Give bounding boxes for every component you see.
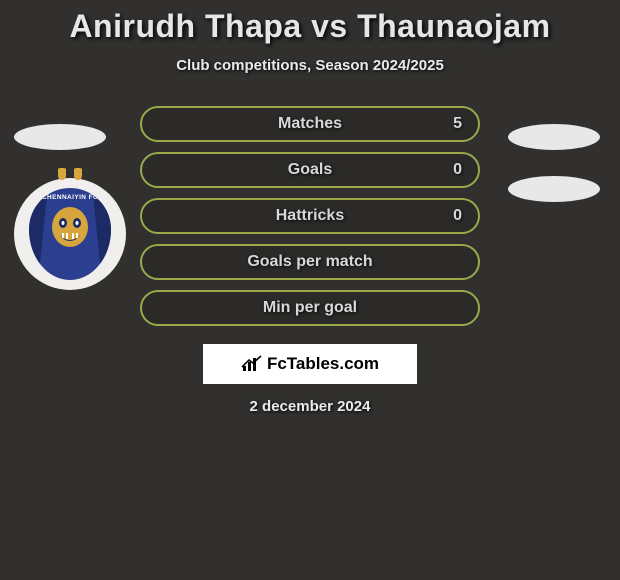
player1-placeholder	[14, 124, 106, 150]
source-badge-text: FcTables.com	[267, 354, 379, 374]
player2-placeholder	[508, 124, 600, 150]
stat-label: Goals	[288, 161, 332, 179]
stat-label: Min per goal	[263, 299, 357, 317]
trophy-icon	[58, 168, 82, 182]
page-date: 2 december 2024	[0, 398, 620, 415]
stat-value: 5	[453, 115, 462, 133]
page-title: Anirudh Thapa vs Thaunaojam	[0, 8, 620, 45]
player2-club-placeholder	[508, 176, 600, 202]
stat-label: Matches	[278, 115, 342, 133]
stat-row-hattricks: Hattricks 0	[140, 198, 480, 234]
stat-row-matches: Matches 5	[140, 106, 480, 142]
club-name-text: CHENNAIYIN FC	[42, 194, 98, 201]
club-mascot-icon	[46, 205, 94, 253]
player1-club-logo: CHENNAIYIN FC	[14, 178, 126, 290]
stat-value: 0	[453, 207, 462, 225]
source-badge[interactable]: FcTables.com	[203, 344, 417, 384]
stat-row-goals: Goals 0	[140, 152, 480, 188]
stat-row-min-per-goal: Min per goal	[140, 290, 480, 326]
page-subtitle: Club competitions, Season 2024/2025	[0, 57, 620, 74]
stat-value: 0	[453, 161, 462, 179]
stat-label: Hattricks	[276, 207, 344, 225]
bar-chart-icon	[241, 355, 263, 373]
stat-label: Goals per match	[247, 253, 372, 271]
stat-row-goals-per-match: Goals per match	[140, 244, 480, 280]
